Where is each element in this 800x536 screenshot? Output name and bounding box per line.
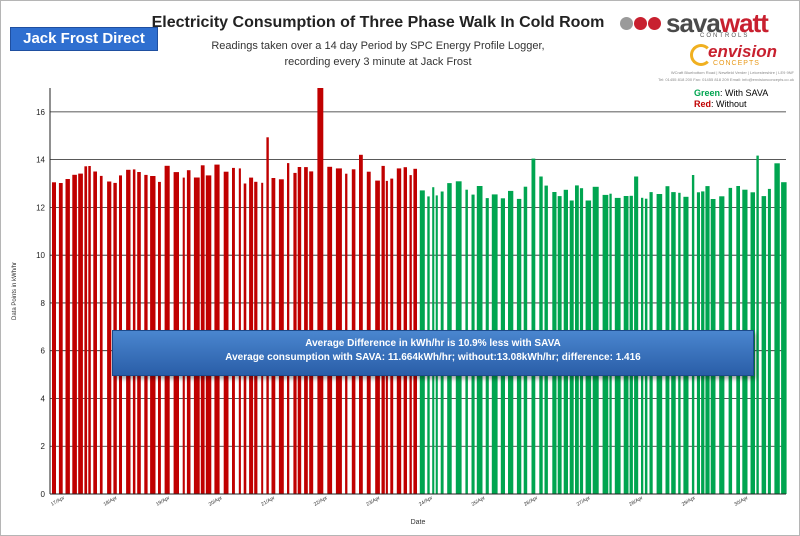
chart-subtitle-line1: Readings taken over a 14 day Period by S… [211,40,545,52]
logo-dot-icon [648,17,661,30]
x-axis-title: Date [411,519,426,526]
x-tick-label: 27/Apr [576,495,592,508]
callout-line2: Average consumption with SAVA: 11.664kWh… [225,352,641,363]
y-tick-label: 4 [41,394,46,403]
legend-with-sava-label: : With SAVA [720,88,769,98]
x-tick-label: 18/Apr [103,495,119,508]
logo-dot-icon [634,17,647,30]
bar-without [359,154,363,495]
x-tick-label: 25/Apr [471,495,487,508]
savawatt-wordmark: savawatt [666,8,769,39]
savawatt-prefix: sava [666,8,721,38]
x-tick-label: 19/Apr [155,495,171,508]
x-tick-label: 17/Apr [50,495,66,508]
gridlines [50,88,786,495]
y-tick-label: 0 [41,490,46,499]
x-tick-label: 20/Apr [208,495,224,508]
chart-subtitle-line2: recording every 3 minute at Jack Frost [284,56,472,68]
bar-without [381,165,385,494]
bar-without [266,137,269,495]
chart-title: Electricity Consumption of Three Phase W… [151,14,605,31]
bar-without [72,174,77,495]
bar-without [99,175,103,494]
logo-dot-icon [620,17,633,30]
savawatt-suffix: watt [719,8,769,38]
y-tick-label: 10 [36,251,45,260]
bar-without [52,182,56,495]
controls-text: CONTROLS [700,33,750,39]
address-line1: WCraft Bluebottom Road | Newfield Verder… [670,70,794,75]
bar-without [164,165,170,495]
address-line2: Tel: 01455 818 200 Fax: 01455 818 209 Em… [658,77,794,82]
x-tick-label: 29/Apr [681,495,697,508]
bar-without [65,179,70,494]
legend: Green: With SAVA Red: Without [694,88,768,110]
legend-item-without: Red: Without [694,99,768,110]
bar-without [287,163,290,494]
x-tick-label: 22/Apr [313,495,329,508]
y-tick-label: 14 [36,156,45,165]
x-tick-label: 28/Apr [628,495,644,508]
bar-with-sava [781,182,787,494]
bar-without [58,183,63,494]
bar-without [200,165,205,495]
legend-green-label: Green [694,88,721,98]
x-tick-label: 23/Apr [365,495,381,508]
bar-without [214,164,220,494]
plot-area [50,88,786,494]
bar-without [107,181,112,494]
bar-without [78,173,83,494]
savawatt-logo: savawatt [618,8,794,38]
envision-logo: envision [708,42,777,61]
bar-without [317,88,324,494]
company-badge: Jack Frost Direct [10,27,158,51]
bar-with-sava [761,196,767,494]
bar-with-sava [756,155,759,494]
x-tick-labels: 17/Apr 18/Apr 19/Apr 20/Apr 21/Apr 22/Apr 23/A… [50,495,749,508]
y-tick-labels: 0 2 4 6 8 10 12 14 16 [36,108,45,499]
concepts-text: CONCEPTS [713,60,760,67]
y-tick-label: 16 [36,108,45,117]
y-tick-label: 6 [41,347,46,356]
legend-without-label: : Without [711,99,747,109]
x-tick-label: 21/Apr [260,495,276,508]
y-axis-title: Data Points in kWh/hr [12,262,18,320]
x-tick-label: 24/Apr [418,495,434,508]
callout-line1: Average Difference in kWh/hr is 10.9% le… [305,338,561,349]
y-tick-label: 12 [36,203,45,212]
bar-with-sava [767,188,771,494]
legend-item-with-sava: Green: With SAVA [694,88,768,99]
bar-with-sava [531,158,536,494]
y-tick-label: 2 [41,442,46,451]
x-tick-label: 26/Apr [523,495,539,508]
bar-without [88,166,91,494]
y-tick-label: 8 [41,299,46,308]
bar-without [84,166,88,495]
average-difference-callout: Average Difference in kWh/hr is 10.9% le… [112,330,754,376]
legend-red-label: Red [694,99,712,109]
envision-swirl-icon [690,44,712,66]
bar-without [93,171,97,494]
axes [49,88,786,495]
bar-with-sava [774,163,780,495]
x-tick-label: 30/Apr [733,495,749,508]
